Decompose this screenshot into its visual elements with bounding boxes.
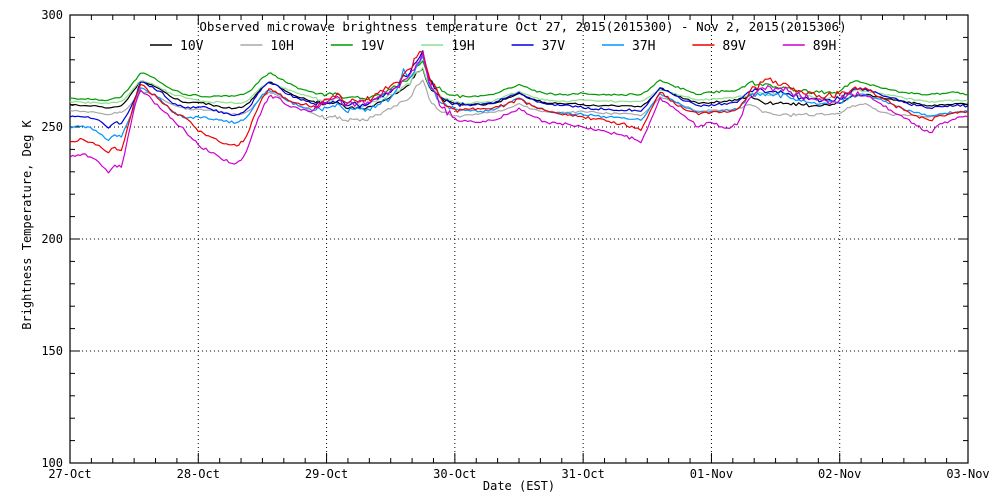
y-tick-label: 150 <box>41 344 63 358</box>
legend-label-37H: 37H <box>632 39 655 54</box>
y-tick-label: 300 <box>41 8 63 22</box>
legend-label-89V: 89V <box>722 39 746 54</box>
series-19V <box>69 60 969 102</box>
series-89V <box>69 50 969 154</box>
series-10H <box>69 79 969 123</box>
legend-label-10H: 10H <box>270 39 293 54</box>
x-tick-label: 30-Oct <box>433 467 476 481</box>
y-tick-label: 200 <box>41 232 63 246</box>
series-37V <box>69 50 969 129</box>
x-tick-label: 29-Oct <box>305 467 348 481</box>
legend-label-19H: 19H <box>451 39 474 54</box>
x-tick-label: 31-Oct <box>561 467 604 481</box>
x-tick-label: 27-Oct <box>48 467 91 481</box>
y-tick-label: 100 <box>41 456 63 470</box>
series-37H <box>69 55 969 141</box>
y-axis-title: Brightness Temperature, Deg K <box>20 119 34 329</box>
legend-label-10V: 10V <box>180 39 204 54</box>
chart-title: Observed microwave brightness temperatur… <box>199 19 846 34</box>
x-tick-label: 01-Nov <box>690 467 733 481</box>
x-tick-label: 28-Oct <box>177 467 220 481</box>
x-axis-title: Date (EST) <box>483 479 555 493</box>
y-tick-label: 250 <box>41 120 63 134</box>
series-89H <box>69 52 969 174</box>
x-tick-label: 03-Nov <box>946 467 989 481</box>
legend-label-19V: 19V <box>361 39 385 54</box>
x-tick-label: 02-Nov <box>818 467 861 481</box>
series-19H <box>69 66 969 108</box>
legend-label-37V: 37V <box>542 39 566 54</box>
legend-label-89H: 89H <box>813 39 836 54</box>
series-10V <box>69 68 969 110</box>
